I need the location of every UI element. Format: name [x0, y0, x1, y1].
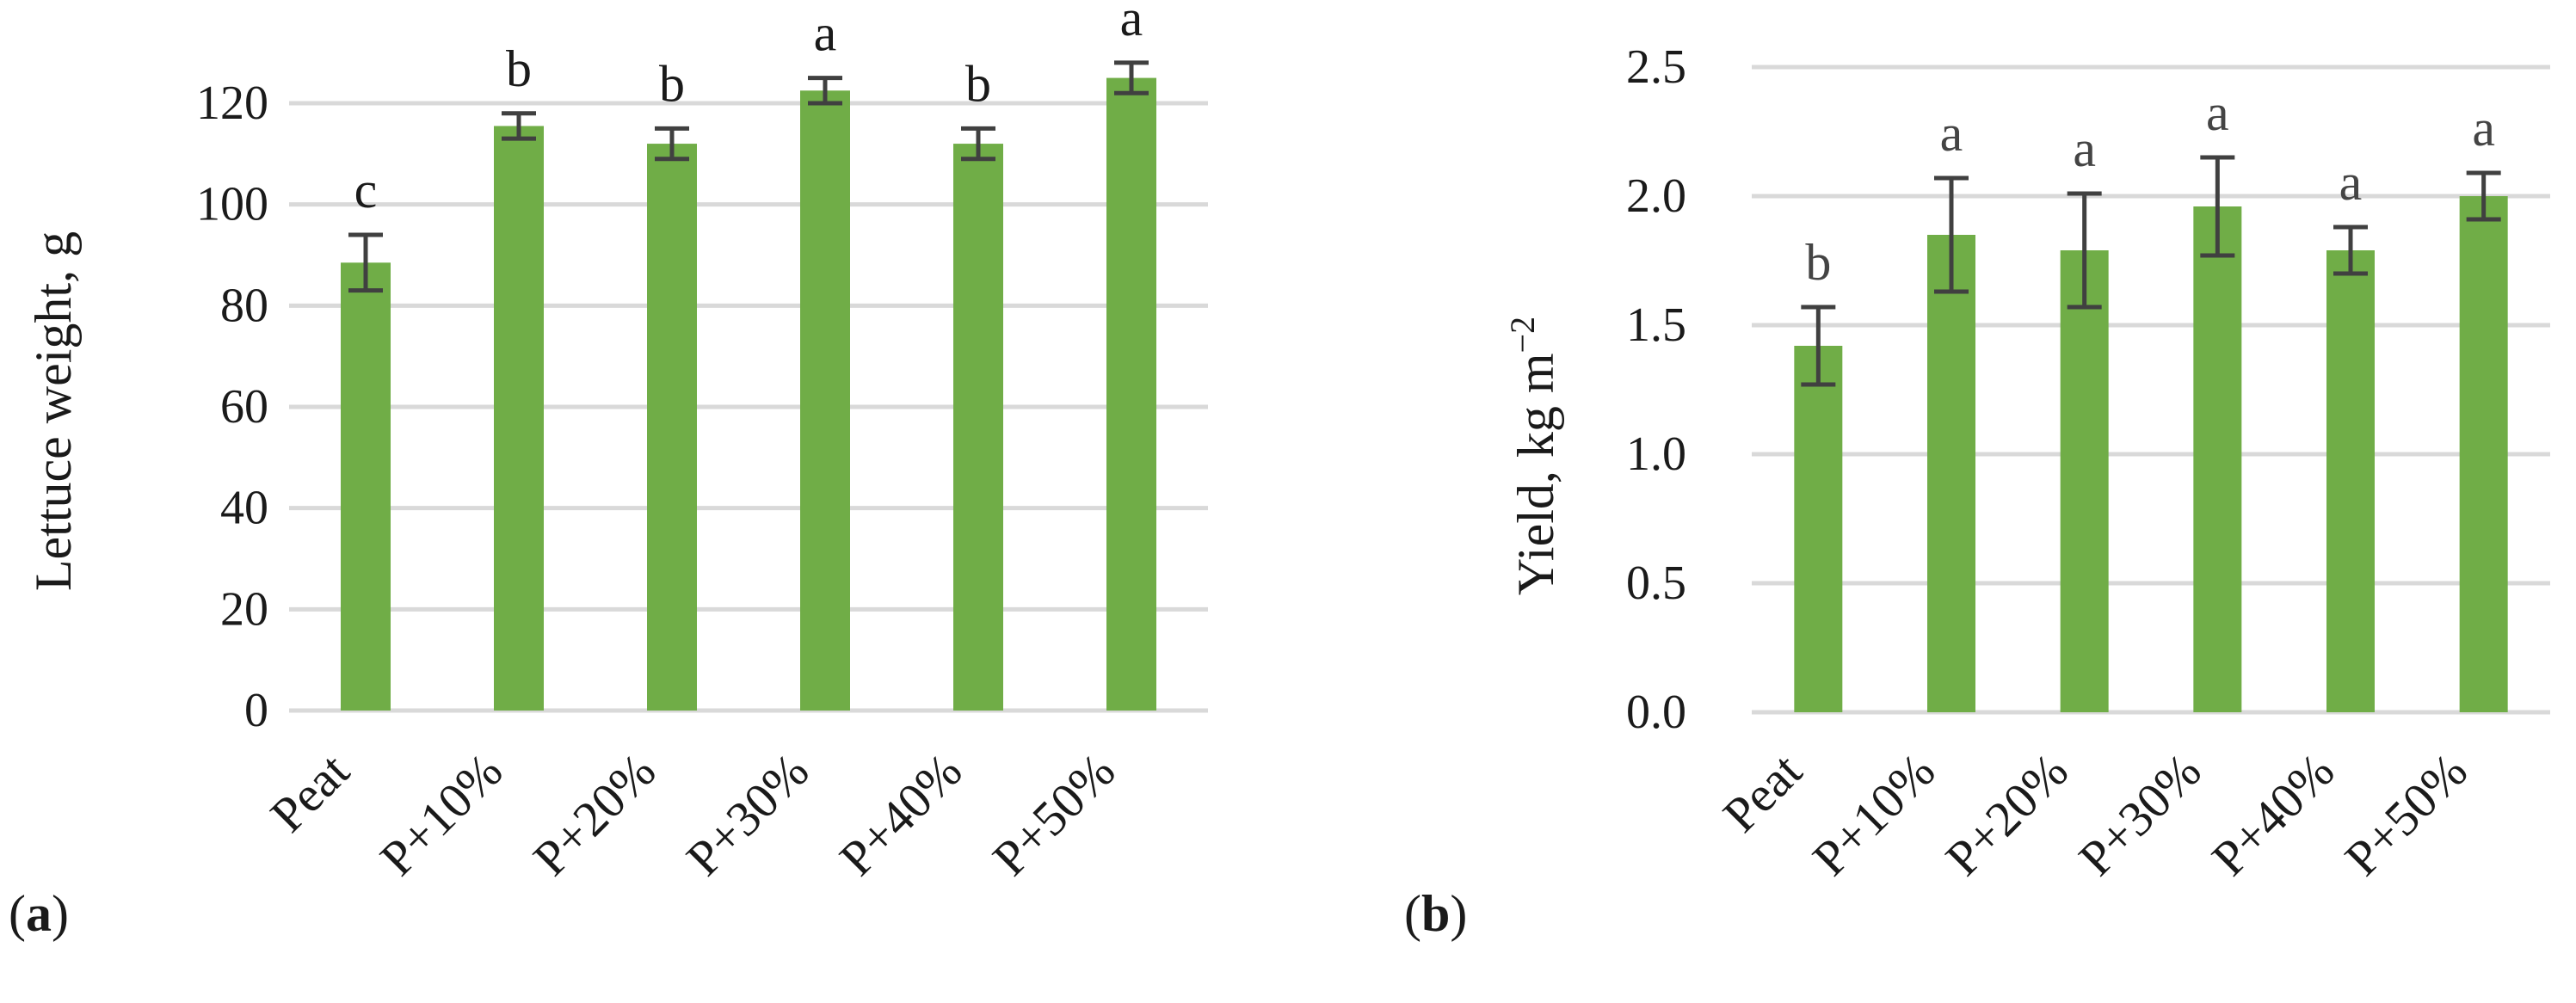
bar — [2459, 196, 2508, 712]
x-tick-label: P+30% — [675, 742, 819, 886]
bar — [800, 90, 850, 711]
bar — [341, 262, 391, 711]
bar — [2193, 206, 2242, 712]
x-tick-label: P+30% — [2068, 742, 2211, 886]
y-tick-label: 2.5 — [1626, 40, 1686, 94]
significance-letter: a — [2339, 154, 2363, 211]
panel-label-a: (a) — [9, 885, 69, 942]
chart-panel-b: 0.0 0.5 1.0 1.5 2.0 2.5 b a a a a a PeatP+10%P+20%… — [1404, 40, 2550, 942]
bar — [2326, 250, 2375, 712]
panel-label-b: (b) — [1404, 885, 1467, 942]
significance-letters-a: c b b a b a — [354, 0, 1143, 218]
bar — [2060, 250, 2109, 712]
bars-a — [341, 77, 1156, 711]
y-tick-label: 100 — [196, 178, 268, 231]
significance-letter: a — [2472, 100, 2495, 157]
x-tick-label: P+50% — [982, 742, 1125, 886]
x-tick-label: P+10% — [1802, 742, 1945, 886]
y-tick-label: 80 — [220, 279, 268, 332]
bars-b — [1794, 196, 2508, 712]
significance-letter: a — [2073, 120, 2096, 177]
x-tick-label: P+20% — [522, 742, 666, 886]
bar — [647, 144, 697, 711]
error-bars-a — [348, 60, 1149, 293]
x-tick-label: P+20% — [1935, 742, 2079, 886]
error-bars-b — [1801, 155, 2501, 387]
bar — [1927, 235, 1975, 712]
y-tick-label: 120 — [196, 77, 268, 130]
x-tick-label: Peat — [1712, 742, 1813, 843]
x-tick-label: Peat — [260, 742, 361, 843]
x-tick-labels-a: Peat P+10% P+20% P+30% P+40% P+50% — [260, 742, 1126, 886]
significance-letter: c — [354, 162, 378, 218]
y-axis-title-a: Lettuce weight, g — [25, 231, 82, 591]
x-tick-label: P+40% — [829, 742, 972, 886]
bar — [1106, 77, 1156, 711]
y-tick-label: 0.5 — [1626, 557, 1686, 610]
bar — [494, 126, 544, 711]
significance-letter: a — [1120, 0, 1143, 46]
x-tick-label: P+50% — [2334, 742, 2478, 886]
y-tick-label: 1.5 — [1626, 298, 1686, 352]
significance-letter: a — [2206, 84, 2229, 141]
significance-letter: a — [1940, 105, 1963, 162]
x-tick-label: P+40% — [2201, 742, 2345, 886]
panel-label-a-letter: a — [26, 885, 52, 942]
y-axis-title-b-main: Yield, kg m — [1507, 353, 1564, 595]
y-tick-label: 0.0 — [1626, 686, 1686, 739]
y-axis-title-b-superscript: −2 — [1503, 317, 1542, 354]
significance-letter: b — [1805, 234, 1831, 291]
gridlines-a — [289, 101, 1208, 713]
significance-letter: b — [965, 55, 991, 112]
y-tick-label: 40 — [220, 482, 268, 535]
x-tick-label: P+10% — [369, 742, 513, 886]
y-tick-label: 60 — [220, 380, 268, 434]
chart-panel-a: 0 20 40 60 80 100 120 c b b a b a Peat P+10% P+20% P+3… — [9, 0, 1208, 942]
y-tick-label: 1.0 — [1626, 428, 1686, 481]
bar — [953, 144, 1003, 711]
y-ticks-b: 0.0 0.5 1.0 1.5 2.0 2.5 — [1626, 40, 1686, 739]
bar — [1794, 346, 1843, 712]
y-tick-label: 0 — [244, 684, 268, 737]
significance-letter: b — [506, 40, 532, 97]
y-ticks-a: 0 20 40 60 80 100 120 — [196, 77, 268, 737]
gridlines-b — [1752, 65, 2550, 715]
significance-letter: a — [814, 5, 837, 62]
y-axis-title-b: Yield, kg m−2 — [1503, 317, 1564, 595]
y-tick-label: 2.0 — [1626, 169, 1686, 223]
significance-letter: b — [659, 55, 685, 112]
panel-label-b-letter: b — [1421, 885, 1450, 942]
significance-letters-b: b a a a a a — [1805, 84, 2495, 291]
y-tick-label: 20 — [220, 582, 268, 636]
